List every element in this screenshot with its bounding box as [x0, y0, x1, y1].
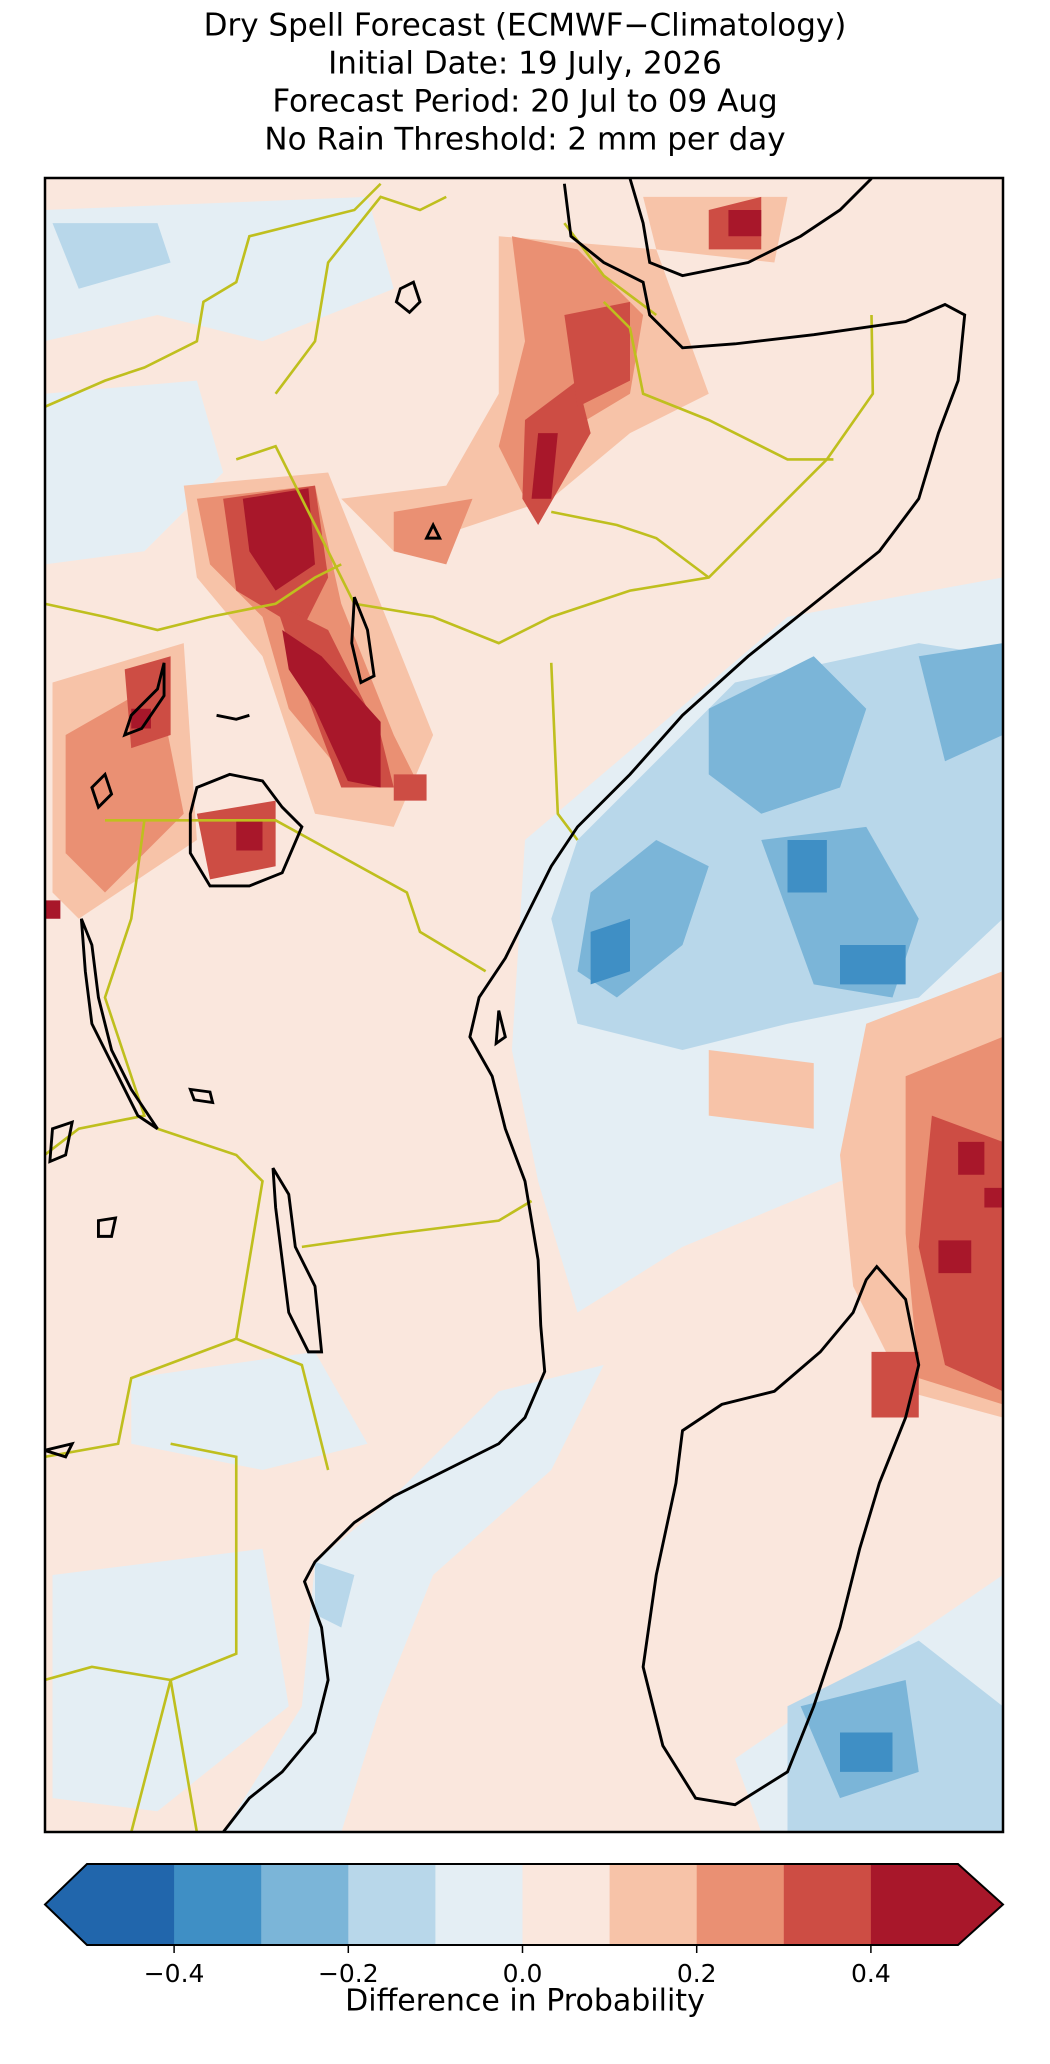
colorbar-tick-label: 0.2	[677, 1959, 717, 1988]
colorbar-bin	[783, 1864, 872, 1945]
title-line: Forecast Period: 20 Jul to 09 Aug	[272, 84, 777, 120]
colorbar-extend-high	[958, 1864, 1003, 1945]
colorbar-bin	[87, 1864, 175, 1945]
colorbar-tick-label: −0.2	[318, 1959, 379, 1988]
coastlines	[45, 178, 967, 1832]
colorbar-bin	[435, 1864, 523, 1945]
colorbar-bin	[261, 1864, 349, 1945]
map-layer	[45, 178, 1003, 1832]
title-line: Initial Date: 19 July, 2026	[328, 46, 722, 82]
colorbar-bin	[696, 1864, 785, 1945]
strongest-positive-patches	[45, 210, 1003, 1274]
colorbar-bin	[348, 1864, 436, 1945]
country-borders	[45, 182, 875, 1832]
colorbar-bin	[174, 1864, 262, 1945]
title-line: Dry Spell Forecast (ECMWF−Climatology)	[204, 8, 847, 44]
colorbar-tick-label: 0.0	[503, 1959, 543, 1988]
title-block: Dry Spell Forecast (ECMWF−Climatology)In…	[204, 8, 847, 158]
colorbar-bin	[870, 1864, 959, 1945]
colorbar-bin	[522, 1864, 611, 1945]
strongest-negative-patches	[590, 840, 906, 1772]
colorbar-bin	[609, 1864, 698, 1945]
colorbar-outline	[43, 1863, 1005, 1946]
colorbar-tick-label: 0.4	[851, 1959, 891, 1988]
map-frame	[43, 176, 1005, 1834]
colorbar-label: Difference in Probability	[345, 1984, 705, 2019]
title-line: No Rain Threshold: 2 mm per day	[264, 122, 785, 158]
colorbar-tick-label: −0.4	[144, 1959, 205, 1988]
map-area	[45, 178, 1003, 1832]
colorbar: −0.4 −0.2 0.0 0.2 0.4 Difference in Probabili…	[43, 1863, 1005, 2019]
colorbar-extend-low	[45, 1864, 87, 1945]
